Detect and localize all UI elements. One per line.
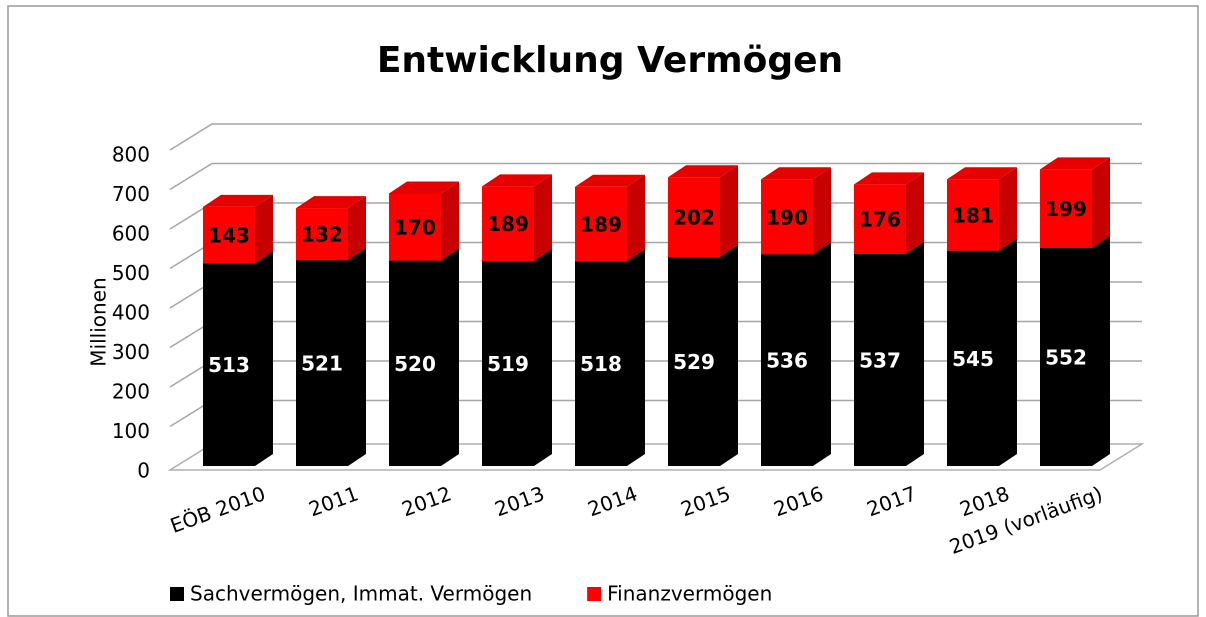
y-tick-label: 500 (112, 261, 150, 285)
data-label: 518 (580, 352, 622, 376)
data-label: 513 (208, 353, 250, 377)
y-tick-label: 300 (112, 340, 150, 364)
data-label: 202 (673, 206, 715, 230)
bar-segment (203, 263, 255, 466)
bar-segment (947, 250, 999, 466)
bar-side (441, 248, 459, 466)
bar-segment (482, 186, 534, 261)
legend-swatch (170, 587, 184, 601)
bar-side (534, 174, 552, 261)
bar-top (761, 167, 831, 180)
bar-side (906, 172, 924, 254)
bar-side (1092, 157, 1110, 248)
y-tick-label: 100 (112, 419, 150, 443)
bar-side (348, 196, 366, 261)
data-label: 181 (952, 203, 994, 227)
bar-segment (575, 261, 627, 466)
data-label: 537 (859, 348, 901, 372)
data-label: 190 (766, 205, 808, 229)
data-label: 536 (766, 349, 808, 373)
data-label: 520 (394, 352, 436, 376)
bar-side (906, 241, 924, 466)
bar-side (720, 245, 738, 466)
y-tick-label: 200 (112, 380, 150, 404)
y-tick-label: 400 (112, 301, 150, 325)
bar-side (255, 194, 273, 264)
bar-side (255, 251, 273, 466)
grid-line (169, 162, 1142, 191)
bar-side (813, 167, 831, 255)
bar-segment (575, 186, 627, 262)
data-label: 132 (301, 223, 343, 247)
bar-side (627, 249, 645, 466)
bar-segment (296, 260, 348, 466)
bar-side (348, 248, 366, 466)
data-label: 176 (859, 208, 901, 232)
y-tick-label: 800 (112, 143, 150, 167)
grid-line (169, 123, 1142, 151)
bar-segment (203, 206, 255, 264)
y-tick-label: 0 (137, 459, 150, 483)
bar-segment (296, 208, 348, 261)
bar-side (999, 238, 1017, 466)
data-label: 143 (208, 224, 250, 248)
data-label: 189 (487, 212, 529, 236)
bar-top (296, 196, 366, 209)
data-label: 170 (394, 216, 436, 240)
data-label: 519 (487, 352, 529, 376)
bar-side (441, 181, 459, 261)
bar-segment (1040, 247, 1092, 466)
bar-side (534, 248, 552, 466)
bar-segment (947, 179, 999, 251)
bar-top (482, 174, 552, 187)
bar-top (203, 194, 273, 207)
data-label: 199 (1045, 197, 1087, 221)
bar-segment (668, 177, 720, 258)
y-tick-label: 700 (112, 182, 150, 206)
data-label: 521 (301, 352, 343, 376)
data-label: 545 (952, 347, 994, 371)
bar-segment (854, 253, 906, 466)
bar-segment (761, 254, 813, 466)
bar-segment (482, 260, 534, 466)
bar-side (813, 242, 831, 466)
data-label: 529 (673, 350, 715, 374)
bar-top (389, 181, 459, 194)
bar-side (1092, 235, 1110, 466)
data-label: 552 (1045, 345, 1087, 369)
y-axis-label: Millionen (87, 277, 111, 366)
bar-top (947, 167, 1017, 180)
data-label: 189 (580, 213, 622, 237)
bar-segment (389, 260, 441, 466)
bar-segment (761, 179, 813, 255)
bar-segment (668, 257, 720, 466)
legend-label: Sachvermögen, Immat. Vermögen (190, 582, 532, 606)
chart-title: Entwicklung Vermögen (377, 40, 843, 81)
bar-top (575, 174, 645, 187)
y-tick-label: 600 (112, 222, 150, 246)
bar-segment (1040, 169, 1092, 248)
bar-top (1040, 157, 1110, 170)
bar-segment (854, 184, 906, 254)
legend-swatch (587, 587, 602, 601)
bar-segment (389, 193, 441, 261)
bar-top (668, 165, 738, 178)
legend-label: Finanzvermögen (607, 582, 772, 606)
bar-side (720, 165, 738, 258)
bar-side (627, 174, 645, 262)
bar-top (854, 172, 924, 185)
bar-side (999, 167, 1017, 251)
